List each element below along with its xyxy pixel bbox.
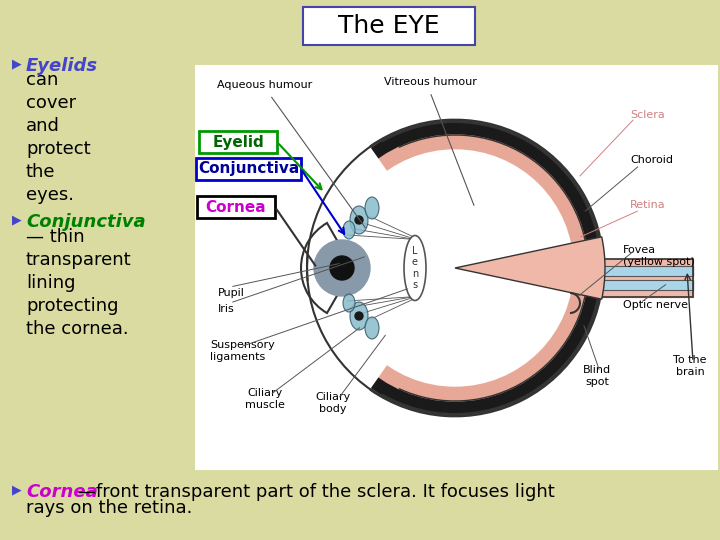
Text: Choroid: Choroid [630,155,673,165]
Bar [598,280,693,290]
Text: Cornea: Cornea [206,199,266,214]
Text: ▶: ▶ [12,213,22,226]
Circle shape [307,120,603,416]
Text: Conjunctiva: Conjunctiva [26,213,145,231]
Circle shape [355,312,363,320]
Ellipse shape [350,206,368,234]
Bar [598,280,693,290]
Text: Cornea: Cornea [26,483,98,501]
Text: Eyelid: Eyelid [212,134,264,150]
Text: L
e
n
s: L e n s [412,246,418,291]
Ellipse shape [343,294,355,312]
Circle shape [355,216,363,224]
Circle shape [309,122,601,414]
Text: Iris: Iris [218,304,235,314]
Bar [199,131,277,153]
Ellipse shape [350,302,368,330]
Text: Retina: Retina [630,200,665,210]
Wedge shape [302,143,455,393]
Circle shape [322,135,588,401]
Text: To the
brain: To the brain [673,355,707,376]
Bar [195,65,718,470]
Text: ▶: ▶ [12,57,22,70]
Text: Eyelids: Eyelids [26,57,98,75]
Wedge shape [455,237,605,299]
Text: ▶: ▶ [12,483,22,496]
Text: Optic nerve: Optic nerve [623,300,688,310]
Text: The EYE: The EYE [338,14,440,38]
Bar [598,266,693,276]
Text: — thin
transparent
lining
protecting
the cornea.: — thin transparent lining protecting the… [26,228,132,338]
Text: Conjunctiva: Conjunctiva [198,161,299,177]
Circle shape [337,150,573,386]
Ellipse shape [343,221,355,239]
Bar [593,259,693,297]
FancyBboxPatch shape [303,7,475,45]
Text: Ciliary
body: Ciliary body [315,392,351,414]
Bar [197,196,275,218]
Text: Sclera: Sclera [630,110,665,120]
Wedge shape [301,223,353,313]
Text: can
cover
and
protect
the
eyes.: can cover and protect the eyes. [26,71,91,204]
Bar [593,259,693,297]
Ellipse shape [365,317,379,339]
Bar [598,266,693,276]
Text: Suspensory
ligaments: Suspensory ligaments [210,340,275,362]
Text: Blind
spot: Blind spot [583,365,611,387]
Ellipse shape [365,197,379,219]
Text: Fovea
(yellow spot): Fovea (yellow spot) [623,245,695,267]
Ellipse shape [404,235,426,300]
Text: Aqueous humour: Aqueous humour [217,80,312,90]
Text: —front transparent part of the sclera. It focuses light: —front transparent part of the sclera. I… [78,483,554,501]
Circle shape [314,240,370,296]
Bar [196,158,301,180]
Text: Vitreous humour: Vitreous humour [384,77,477,87]
Circle shape [330,256,354,280]
Text: Pupil: Pupil [218,288,245,298]
Text: rays on the retina.: rays on the retina. [26,499,192,517]
Text: Ciliary
muscle: Ciliary muscle [245,388,285,410]
